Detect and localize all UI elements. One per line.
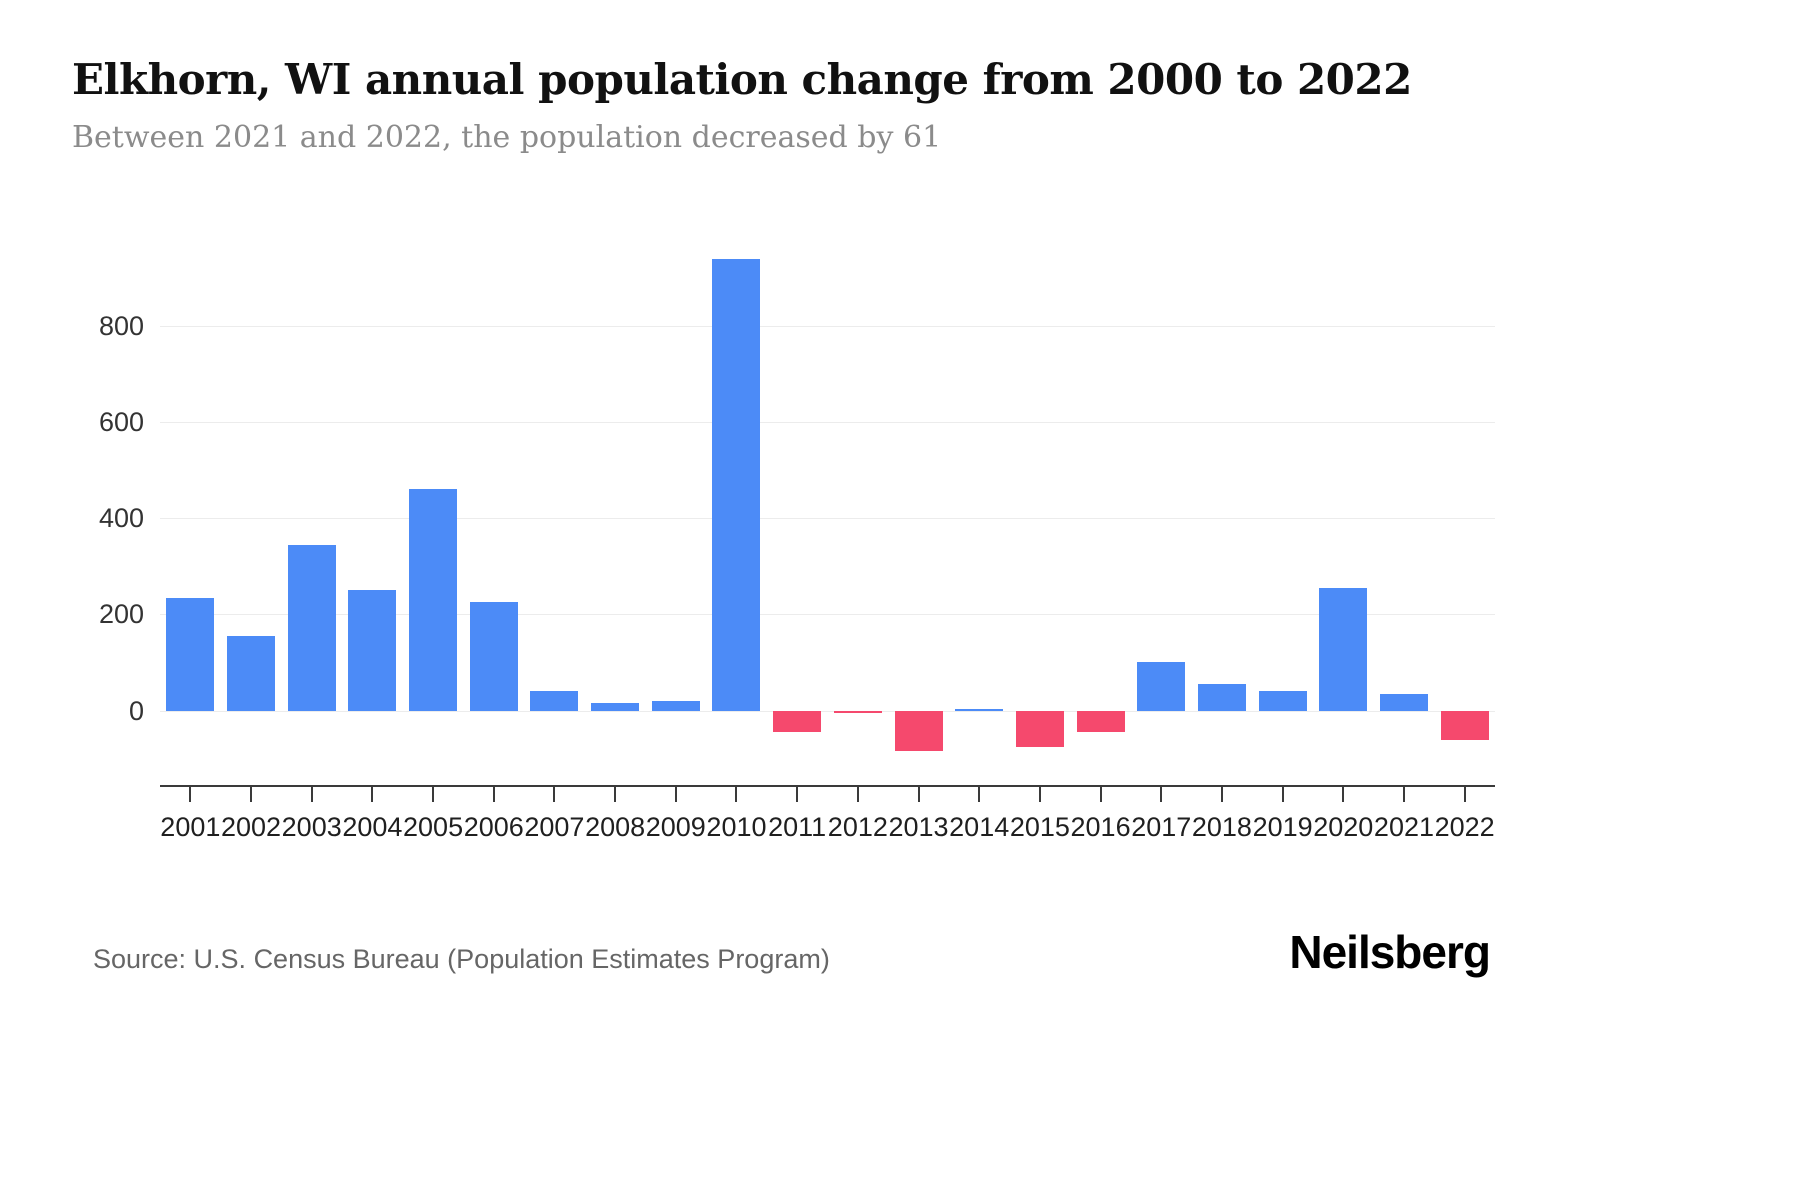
- x-label-2013: 2013: [888, 812, 949, 842]
- x-label-2003: 2003: [281, 812, 342, 842]
- x-tick-2006: [492, 787, 495, 802]
- bar-2021: [1379, 693, 1428, 711]
- gridline-600: [160, 422, 1495, 424]
- bar-2009: [651, 700, 700, 711]
- x-tick-2012: [856, 787, 859, 802]
- y-tick-label-400: 400: [98, 503, 144, 534]
- x-tick-2018: [1220, 787, 1223, 802]
- x-label-2002: 2002: [220, 812, 282, 842]
- x-label-2011: 2011: [768, 812, 827, 842]
- x-tick-2017: [1160, 787, 1163, 802]
- bar-2017: [1137, 662, 1186, 711]
- x-tick-2020: [1342, 787, 1345, 802]
- gridline-400: [160, 518, 1495, 520]
- gridline-800: [160, 326, 1495, 328]
- bar-2012: [833, 710, 882, 713]
- bar-2014: [955, 708, 1004, 711]
- x-label-2017: 2017: [1131, 812, 1192, 842]
- x-label-2010: 2010: [706, 812, 767, 842]
- x-tick-2013: [917, 787, 920, 802]
- x-label-2008: 2008: [585, 812, 646, 842]
- x-label-2020: 2020: [1313, 812, 1374, 842]
- bar-2016: [1076, 710, 1125, 733]
- bar-2015: [1015, 710, 1064, 747]
- x-tick-2010: [735, 787, 738, 802]
- bar-2011: [773, 710, 822, 733]
- x-label-2009: 2009: [645, 812, 706, 842]
- chart-title: Elkhorn, WI annual population change fro…: [72, 55, 1412, 104]
- x-tick-2014: [978, 787, 981, 802]
- bar-2013: [894, 710, 943, 752]
- x-tick-2002: [250, 787, 253, 802]
- source-note: Source: U.S. Census Bureau (Population E…: [93, 944, 830, 974]
- x-axis-line: [160, 785, 1495, 787]
- x-label-2022: 2022: [1434, 812, 1495, 842]
- brand-logo: Neilsberg: [1289, 926, 1491, 978]
- bar-2007: [530, 691, 579, 711]
- bar-2022: [1440, 710, 1489, 740]
- bar-2005: [409, 489, 458, 711]
- y-tick-label-200: 200: [98, 599, 144, 630]
- x-tick-2016: [1099, 787, 1102, 802]
- bar-2006: [469, 602, 518, 711]
- x-label-2006: 2006: [463, 812, 524, 842]
- x-tick-2011: [796, 787, 799, 802]
- x-label-2004: 2004: [342, 812, 403, 842]
- bar-2020: [1319, 587, 1368, 711]
- x-tick-2019: [1281, 787, 1284, 802]
- x-label-2001: 2001: [160, 812, 221, 842]
- gridline-200: [160, 614, 1495, 616]
- bar-2008: [591, 703, 640, 711]
- x-label-2007: 2007: [524, 812, 585, 842]
- x-tick-2009: [674, 787, 677, 802]
- x-tick-2004: [371, 787, 374, 802]
- x-label-2005: 2005: [403, 812, 464, 842]
- x-tick-2015: [1038, 787, 1041, 802]
- x-tick-2003: [310, 787, 313, 802]
- chart-subtitle: Between 2021 and 2022, the population de…: [72, 120, 942, 155]
- x-tick-2007: [553, 787, 556, 802]
- x-tick-2022: [1463, 787, 1466, 802]
- bar-2003: [287, 544, 336, 711]
- x-tick-2001: [189, 787, 192, 802]
- bar-2019: [1258, 691, 1307, 711]
- bar-2002: [227, 636, 276, 711]
- x-label-2019: 2019: [1252, 812, 1313, 842]
- x-label-2015: 2015: [1009, 812, 1070, 842]
- gridline-0: [160, 710, 1495, 712]
- y-tick-label-800: 800: [98, 311, 144, 342]
- y-tick-label-600: 600: [98, 407, 144, 438]
- bar-2010: [712, 258, 761, 711]
- x-label-2018: 2018: [1191, 812, 1252, 842]
- bar-2004: [348, 590, 397, 711]
- x-tick-2021: [1402, 787, 1405, 802]
- bar-2001: [166, 597, 215, 711]
- x-label-2012: 2012: [827, 812, 888, 842]
- x-label-2014: 2014: [949, 812, 1010, 842]
- x-label-2021: 2021: [1373, 812, 1434, 842]
- x-label-2016: 2016: [1070, 812, 1131, 842]
- y-tick-label-0: 0: [128, 695, 144, 726]
- x-tick-2005: [432, 787, 435, 802]
- plot-area: 0 200 400 600 800 2001 2002 2003 2004 2005 2006 200…: [99, 230, 1495, 842]
- x-tick-2008: [614, 787, 617, 802]
- bar-2018: [1197, 684, 1246, 711]
